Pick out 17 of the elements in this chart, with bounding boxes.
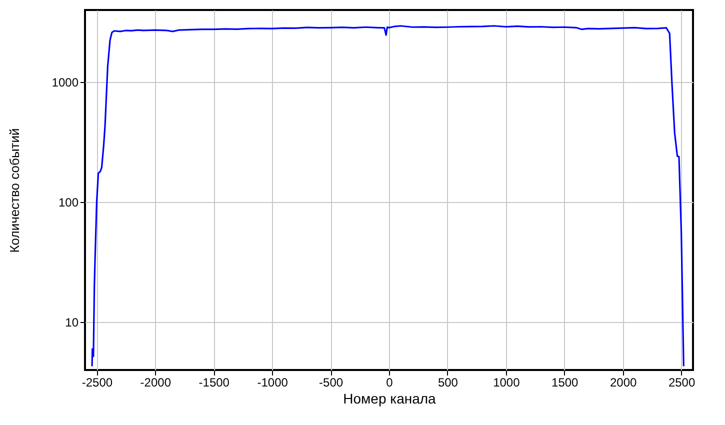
x-tick-label: 0 xyxy=(386,376,394,390)
y-tick-label: 100 xyxy=(58,196,79,210)
y-tick-label: 10 xyxy=(65,316,79,330)
x-tick-label: -1000 xyxy=(257,376,288,390)
x-tick-label: 1500 xyxy=(552,376,579,390)
x-tick-label: -2000 xyxy=(140,376,172,390)
x-tick-label: 1000 xyxy=(493,376,520,390)
x-axis-title: Номер канала xyxy=(343,390,436,406)
x-tick-label: -1500 xyxy=(198,376,230,390)
line-series xyxy=(91,25,684,368)
x-tick-label: 500 xyxy=(438,376,458,390)
x-tick-label: -500 xyxy=(319,376,344,390)
x-tick-label: 2000 xyxy=(610,376,638,390)
y-tick-label: 1000 xyxy=(52,76,79,90)
x-tick-label: 2500 xyxy=(668,376,696,390)
x-tick-label: -2500 xyxy=(82,376,113,390)
y-axis-title: Количество событий xyxy=(6,128,22,253)
